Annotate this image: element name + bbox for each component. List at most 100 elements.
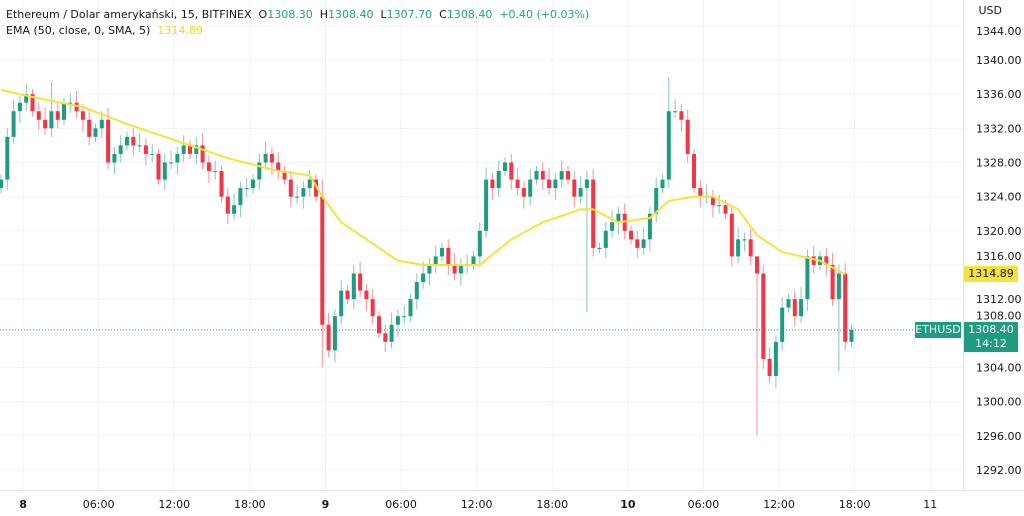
candle-down: [490, 172, 495, 201]
candle-body: [332, 316, 337, 351]
price-tick-label: 1312.00: [976, 293, 1022, 306]
candle-body: [710, 196, 715, 206]
candle-body: [244, 188, 249, 190]
time-tick-label: 9: [322, 498, 330, 511]
candle-body: [591, 179, 596, 248]
candle-body: [49, 111, 54, 129]
candle-body: [660, 179, 665, 189]
candle-down: [629, 225, 633, 245]
candle-up: [24, 83, 29, 112]
candle-down: [43, 107, 48, 136]
candle-body: [219, 171, 224, 197]
time-tick-label: 11: [923, 498, 937, 511]
candle-up: [194, 136, 199, 165]
candle-body: [452, 264, 457, 274]
candle-body: [786, 299, 791, 308]
symbol-title[interactable]: Ethereum / Dolar amerykański, 15, BITFIN…: [6, 8, 252, 21]
price-tick-label: 1344.00: [976, 25, 1022, 38]
candle-up: [307, 169, 312, 197]
candle-down: [36, 102, 41, 131]
candle-body: [339, 290, 344, 317]
candle-down: [320, 179, 325, 368]
candle-body: [647, 213, 652, 240]
candle-up: [836, 264, 841, 372]
grid: [0, 0, 963, 490]
candle-up: [421, 261, 426, 289]
candle-down: [591, 169, 596, 257]
candle-up: [578, 176, 583, 204]
symbol-legend: Ethereum / Dolar amerykański, 15, BITFIN…: [6, 8, 590, 21]
candle-body: [761, 273, 766, 359]
candle-up: [496, 160, 501, 197]
candle-up: [213, 160, 218, 180]
candle-down: [767, 346, 772, 383]
candle-down: [755, 256, 759, 436]
candle-up: [458, 258, 463, 286]
price-axis[interactable]: 1292.00 1296.00 1300.00 1304.00 1308.00 1312.…: [976, 25, 1022, 477]
candle-up: [597, 242, 602, 254]
last-price-tag: 1308.40 14:12: [964, 322, 1018, 352]
price-tick-label: 1332.00: [976, 122, 1022, 135]
candle-down: [566, 165, 570, 185]
candle-body: [87, 119, 92, 137]
candle-up: [408, 293, 413, 322]
candle-up: [351, 264, 356, 310]
candle-body: [68, 102, 73, 104]
candle-body: [698, 188, 703, 197]
candle-body: [282, 171, 287, 180]
candle-body: [559, 171, 564, 180]
candle-body: [74, 102, 79, 112]
candle-body: [566, 171, 570, 180]
candle-body: [610, 222, 615, 231]
candle-up: [503, 157, 507, 177]
candle-body: [263, 153, 268, 163]
candle-down: [225, 188, 230, 224]
candle-up: [610, 210, 615, 238]
candle-up: [704, 184, 709, 204]
candle-up: [112, 147, 117, 175]
candle-down: [200, 133, 205, 170]
candle-up: [805, 249, 810, 312]
candle-up: [232, 193, 237, 221]
candle-body: [326, 324, 331, 351]
candle-down: [446, 239, 451, 276]
candle-body: [641, 239, 646, 248]
candle-down: [515, 167, 520, 195]
candle-body: [799, 299, 804, 317]
candle-down: [748, 229, 753, 265]
candle-down: [509, 153, 514, 190]
candle-up: [137, 133, 142, 153]
candle-down: [792, 290, 797, 327]
candle-up: [603, 222, 608, 259]
indicator-title[interactable]: EMA (50, close, 0, SMA, 5): [6, 24, 151, 37]
candle-body: [811, 256, 816, 265]
candle-body: [421, 273, 426, 283]
candle-body: [232, 205, 237, 214]
candle-body: [36, 111, 41, 120]
candle-body: [824, 256, 829, 265]
candle-body: [830, 264, 835, 300]
candle-up: [162, 153, 167, 190]
time-axis[interactable]: 8 06:00 12:00 18:00 9 06:00 12:00 18:00 10 06:00 1…: [19, 498, 937, 511]
candle-body: [162, 162, 167, 180]
candle-down: [55, 100, 60, 129]
candle-body: [792, 299, 797, 317]
candle-up: [238, 181, 243, 218]
candle-body: [616, 213, 621, 223]
candle-down: [572, 171, 577, 207]
candle-down: [377, 311, 381, 339]
candle-body: [389, 324, 394, 342]
candle-body: [93, 128, 98, 137]
candle-down: [206, 155, 211, 183]
candle-body: [629, 230, 633, 240]
candle-body: [358, 273, 363, 291]
price-tick-label: 1324.00: [976, 191, 1022, 204]
change-value: +0.40 (+0.03%): [499, 8, 590, 21]
candle-down: [358, 261, 363, 298]
candle-body: [213, 171, 218, 173]
open-value: 1308.30: [267, 8, 313, 21]
ema-line: [0, 88, 846, 276]
candle-body: [112, 153, 117, 163]
candle-up: [477, 222, 482, 267]
